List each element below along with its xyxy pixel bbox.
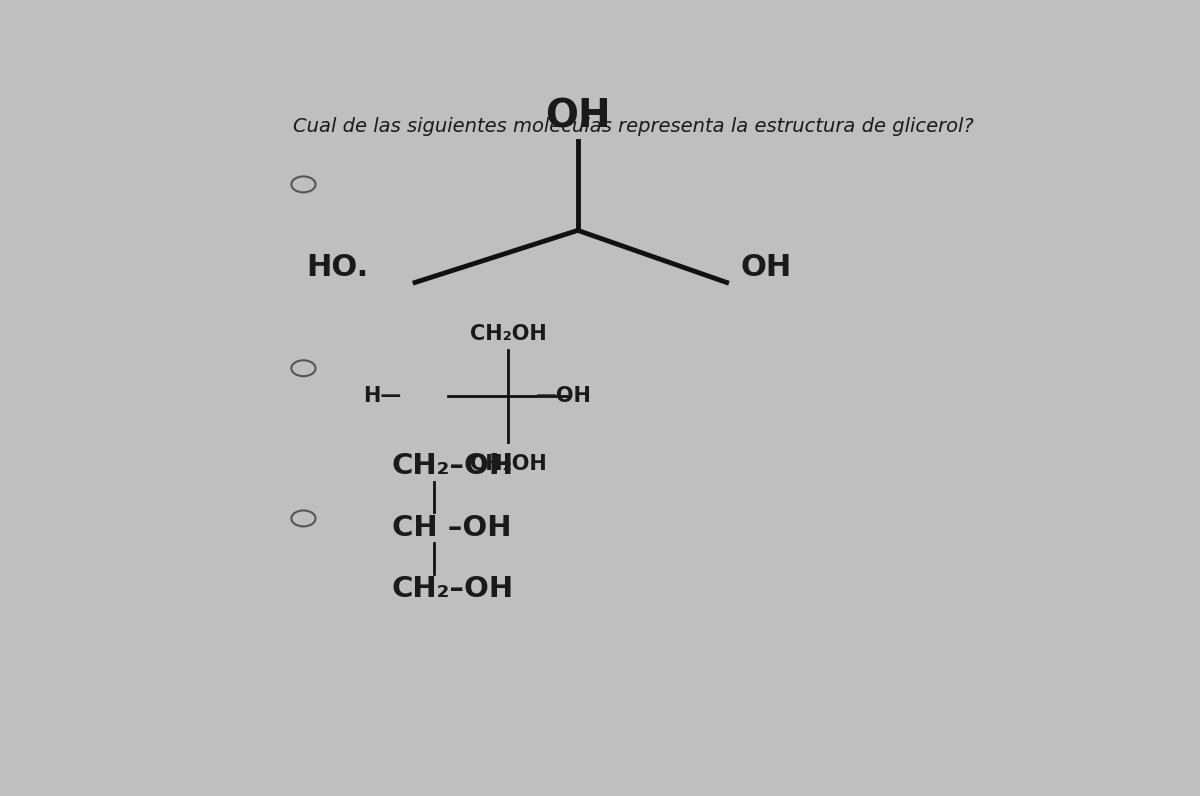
Text: OH: OH: [740, 252, 792, 282]
Text: CH₂OH: CH₂OH: [469, 324, 546, 344]
Text: CH₂OH: CH₂OH: [469, 454, 546, 474]
Text: HO.: HO.: [306, 252, 368, 282]
Text: OH: OH: [545, 97, 611, 135]
Text: CH₂–OH: CH₂–OH: [391, 452, 514, 480]
Text: Cual de las siguientes moleculas representa la estructura de glicerol?: Cual de las siguientes moleculas represe…: [293, 117, 974, 136]
Text: —OH: —OH: [536, 386, 592, 406]
Text: CH –OH: CH –OH: [391, 513, 511, 541]
Text: CH₂–OH: CH₂–OH: [391, 575, 514, 603]
Text: H—: H—: [362, 386, 401, 406]
